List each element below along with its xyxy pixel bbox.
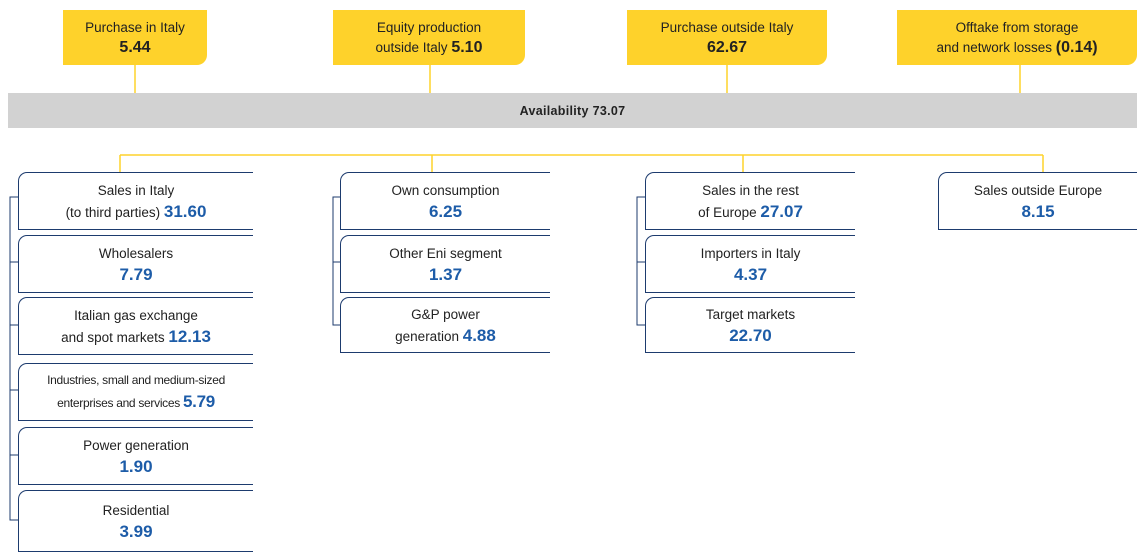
label-line: enterprises and services 5.79	[57, 391, 215, 414]
label-line: Wholesalers	[99, 243, 173, 264]
label: Italian gas exchange	[74, 307, 198, 323]
destination-box: Target markets 22.70	[645, 297, 855, 353]
source-box: Equity production outside Italy 5.10	[333, 10, 525, 65]
value: 5.79	[183, 392, 215, 411]
label-line: Importers in Italy	[701, 243, 801, 264]
label-line: Industries, small and medium-sized	[47, 370, 225, 391]
label: Purchase in Italy	[85, 19, 185, 35]
destination-box: Other Eni segment 1.37	[340, 235, 550, 293]
label: Wholesalers	[98, 246, 174, 261]
label: outside Italy	[375, 39, 448, 55]
source-box: Purchase in Italy 5.44	[63, 10, 207, 65]
value: 4.37	[733, 265, 768, 284]
destination-box: Power generation 1.90	[18, 427, 253, 485]
label-line: generation 4.88	[395, 325, 496, 347]
availability-label: Availability	[519, 103, 589, 118]
destination-box: Own consumption 6.25	[340, 172, 550, 230]
value: 7.79	[119, 265, 153, 284]
value: 31.60	[163, 201, 207, 221]
connectors	[9, 65, 1044, 521]
value: 22.70	[729, 326, 772, 345]
label: Sales in Italy	[97, 182, 175, 198]
label-line: Residential	[103, 500, 170, 521]
label: Residential	[102, 503, 170, 518]
label: and network losses	[936, 39, 1052, 55]
label-line: G&P power	[411, 304, 480, 325]
label: Target markets	[705, 307, 796, 322]
value: 1.37	[428, 265, 463, 284]
label-line: Sales in the rest	[702, 180, 799, 201]
label: Equity production	[376, 19, 482, 35]
destination-box: Importers in Italy 4.37	[645, 235, 855, 293]
destination-box: G&P power generation 4.88	[340, 297, 550, 353]
destination-box: Italian gas exchange and spot markets 12.…	[18, 297, 253, 355]
label-line: and network losses (0.14)	[936, 38, 1097, 58]
label: Purchase outside Italy	[660, 19, 794, 35]
label: Importers in Italy	[700, 246, 801, 261]
label-line: Own consumption	[391, 180, 499, 201]
label: (to third parties)	[65, 204, 161, 220]
label: Sales outside Europe	[973, 183, 1103, 198]
label-line: of Europe 27.07	[698, 201, 803, 223]
label-line: Power generation	[83, 435, 189, 456]
source-box: Purchase outside Italy 62.67	[627, 10, 827, 65]
label: Industries, small and medium-sized	[47, 373, 225, 387]
value: 5.10	[451, 38, 483, 56]
label-line: outside Italy 5.10	[376, 38, 483, 58]
value: (0.14)	[1055, 38, 1098, 56]
value: 12.13	[168, 326, 211, 346]
label-line: Other Eni segment	[389, 243, 502, 264]
label: and spot markets	[61, 329, 165, 345]
value: 5.44	[119, 38, 151, 56]
label-line: (to third parties) 31.60	[66, 201, 207, 223]
label: generation	[395, 328, 459, 344]
label-line: Sales outside Europe	[974, 180, 1102, 201]
label-line: Sales in Italy	[98, 180, 175, 201]
label: Own consumption	[391, 183, 500, 198]
availability-bar: Availability 73.07	[8, 93, 1137, 128]
label: Other Eni segment	[389, 246, 502, 261]
value: 62.67	[706, 38, 748, 56]
destination-box: Wholesalers 7.79	[18, 235, 253, 293]
label-line: Purchase outside Italy	[661, 18, 794, 38]
label-line: Target markets	[706, 304, 795, 325]
destination-box: Sales in Italy (to third parties) 31.60	[18, 172, 253, 230]
label-line: and spot markets 12.13	[61, 326, 211, 348]
value: 8.15	[1021, 202, 1055, 221]
page: {"sources":[ {"label":["Purchase in Ital…	[8, 10, 1137, 552]
label: enterprises and services	[57, 396, 180, 410]
destination-box: Residential 3.99	[18, 490, 253, 552]
label: Offtake from storage	[955, 19, 1079, 35]
value: 27.07	[760, 201, 803, 221]
source-box: Offtake from storage and network losses (…	[897, 10, 1137, 65]
label: Sales in the rest	[702, 182, 799, 198]
value: 6.25	[428, 202, 463, 221]
label-line: Purchase in Italy	[85, 18, 185, 38]
value: 4.88	[462, 325, 496, 345]
label-line: Equity production	[377, 18, 481, 38]
destination-box: Sales in the rest of Europe 27.07	[645, 172, 855, 230]
label: Power generation	[83, 438, 189, 453]
value: 3.99	[119, 522, 153, 541]
label: G&P power	[411, 306, 480, 322]
label-line: Italian gas exchange	[74, 305, 198, 326]
availability-value: 73.07	[592, 103, 626, 118]
destination-box: Industries, small and medium-sized enterp…	[18, 363, 253, 421]
value: 1.90	[119, 457, 153, 476]
label-line: Offtake from storage	[956, 18, 1079, 38]
label: of Europe	[698, 204, 757, 220]
destination-box: Sales outside Europe 8.15	[938, 172, 1137, 230]
